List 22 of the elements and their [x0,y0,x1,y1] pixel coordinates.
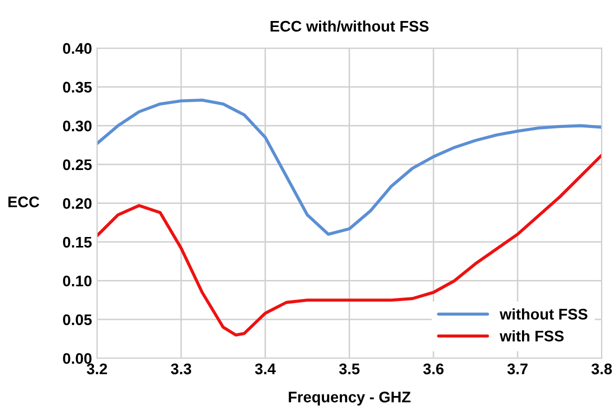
y-tick-label: 0.10 [63,276,92,286]
y-tick-label: 0.20 [63,198,92,209]
x-tick-label: 3.2 [86,364,108,374]
y-axis-title: ECC [8,196,40,208]
x-tick-label: 3.8 [591,364,612,374]
y-tick-label: 0.00 [63,353,92,364]
legend-label: without FSS [500,308,588,320]
x-tick-label: 3.5 [339,364,360,374]
x-tick-label: 3.3 [170,364,192,374]
x-tick-label: 3.4 [254,364,276,374]
y-tick-label: 0.30 [63,120,92,132]
y-tick-label: 0.35 [63,82,92,93]
x-tick-label: 3.7 [507,364,528,374]
chart-title: ECC with/without FSS [270,20,429,32]
y-tick-label: 0.05 [63,314,92,326]
y-tick-label: 0.40 [63,43,92,54]
y-tick-label: 0.15 [63,236,92,248]
x-tick-label: 3.6 [423,364,444,374]
y-tick-label: 0.25 [63,159,92,170]
line-series [97,98,602,236]
legend-label: with FSS [500,330,564,342]
x-axis-title: Frequency - GHZ [288,392,410,406]
